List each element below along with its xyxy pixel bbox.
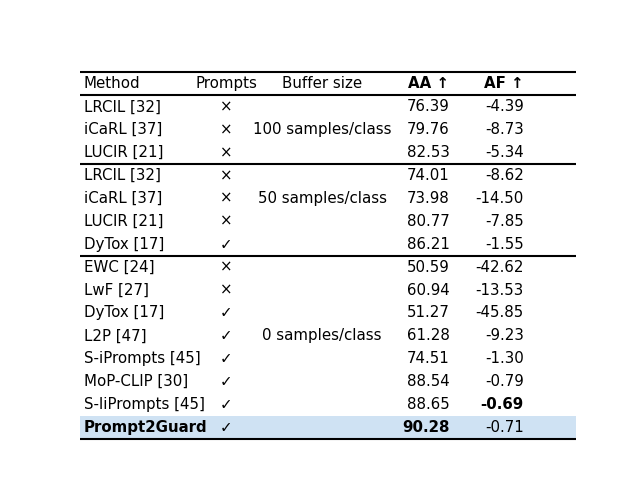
Text: -14.50: -14.50	[476, 191, 524, 206]
Text: -1.55: -1.55	[485, 237, 524, 252]
Text: LRCIL [32]: LRCIL [32]	[84, 99, 161, 114]
Text: LUCIR [21]: LUCIR [21]	[84, 214, 163, 229]
Text: ✓: ✓	[220, 374, 232, 389]
Text: ×: ×	[220, 168, 232, 183]
Text: 88.54: 88.54	[407, 374, 449, 389]
Text: ×: ×	[220, 260, 232, 275]
Text: -9.23: -9.23	[485, 328, 524, 343]
Text: S-iPrompts [45]: S-iPrompts [45]	[84, 351, 201, 366]
Text: 50.59: 50.59	[407, 260, 449, 275]
Text: -5.34: -5.34	[485, 145, 524, 160]
Text: ×: ×	[220, 145, 232, 160]
Text: iCaRL [37]: iCaRL [37]	[84, 122, 163, 137]
Text: DyTox [17]: DyTox [17]	[84, 237, 164, 252]
Text: 88.65: 88.65	[407, 397, 449, 412]
Text: 74.01: 74.01	[407, 168, 449, 183]
Text: 82.53: 82.53	[406, 145, 449, 160]
Text: ✓: ✓	[220, 420, 232, 435]
Text: 51.27: 51.27	[406, 306, 449, 321]
Text: 73.98: 73.98	[407, 191, 449, 206]
Bar	[80, 416, 576, 439]
Text: -13.53: -13.53	[476, 283, 524, 298]
Text: MoP-CLIP [30]: MoP-CLIP [30]	[84, 374, 188, 389]
Text: -8.62: -8.62	[485, 168, 524, 183]
Text: ×: ×	[220, 122, 232, 137]
Text: Prompt2Guard: Prompt2Guard	[84, 420, 207, 435]
Text: ×: ×	[220, 214, 232, 229]
Text: AA ↑: AA ↑	[408, 77, 449, 91]
Text: LRCIL [32]: LRCIL [32]	[84, 168, 161, 183]
Text: 76.39: 76.39	[407, 99, 449, 114]
Text: 79.76: 79.76	[407, 122, 449, 137]
Text: iCaRL [37]: iCaRL [37]	[84, 191, 163, 206]
Text: -1.30: -1.30	[485, 351, 524, 366]
Text: 61.28: 61.28	[406, 328, 449, 343]
Text: ✓: ✓	[220, 328, 232, 343]
Text: Prompts: Prompts	[195, 77, 257, 91]
Text: EWC [24]: EWC [24]	[84, 260, 155, 275]
Text: AF ↑: AF ↑	[484, 77, 524, 91]
Text: LUCIR [21]: LUCIR [21]	[84, 145, 163, 160]
Text: 86.21: 86.21	[406, 237, 449, 252]
Text: 60.94: 60.94	[407, 283, 449, 298]
Text: Method: Method	[84, 77, 141, 91]
Text: ✓: ✓	[220, 351, 232, 366]
Text: -0.79: -0.79	[485, 374, 524, 389]
Text: 0 samples/class: 0 samples/class	[262, 328, 382, 343]
Text: Buffer size: Buffer size	[282, 77, 362, 91]
Text: 80.77: 80.77	[407, 214, 449, 229]
Text: -0.71: -0.71	[485, 420, 524, 435]
Text: -4.39: -4.39	[485, 99, 524, 114]
Text: 90.28: 90.28	[402, 420, 449, 435]
Text: ×: ×	[220, 283, 232, 298]
Text: ✓: ✓	[220, 306, 232, 321]
Text: -0.69: -0.69	[481, 397, 524, 412]
Text: L2P [47]: L2P [47]	[84, 328, 147, 343]
Text: -42.62: -42.62	[476, 260, 524, 275]
Text: 74.51: 74.51	[407, 351, 449, 366]
Text: LwF [27]: LwF [27]	[84, 283, 149, 298]
Text: ✓: ✓	[220, 237, 232, 252]
Text: ✓: ✓	[220, 397, 232, 412]
Text: -8.73: -8.73	[485, 122, 524, 137]
Text: S-liPrompts [45]: S-liPrompts [45]	[84, 397, 205, 412]
Text: DyTox [17]: DyTox [17]	[84, 306, 164, 321]
Text: 50 samples/class: 50 samples/class	[257, 191, 387, 206]
Text: -45.85: -45.85	[476, 306, 524, 321]
Text: ×: ×	[220, 99, 232, 114]
Text: ×: ×	[220, 191, 232, 206]
Text: 100 samples/class: 100 samples/class	[253, 122, 391, 137]
Text: -7.85: -7.85	[485, 214, 524, 229]
